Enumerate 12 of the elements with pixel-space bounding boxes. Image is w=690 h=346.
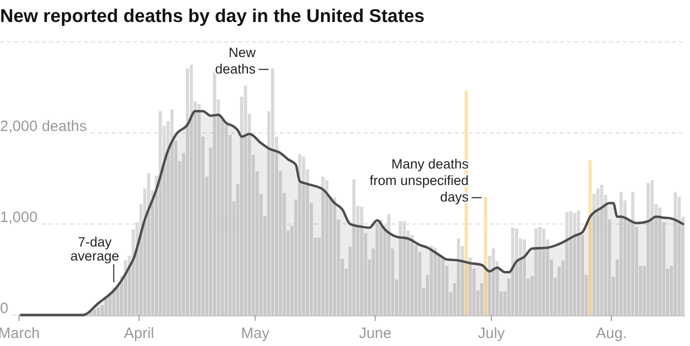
x-tick-label: Aug. (596, 325, 627, 342)
annotation: New deaths (215, 44, 256, 76)
y-tick-label: 1,000 (0, 208, 38, 226)
chart-title: New reported deaths by day in the United States (0, 5, 425, 26)
y-tick-label: 0 (0, 300, 8, 317)
x-tick-label: June (358, 325, 392, 342)
x-tick-label: April (124, 325, 154, 342)
x-tick-label: May (241, 325, 270, 342)
y-tick-label: 2,000 deaths (0, 118, 87, 135)
annotation: Many deaths from unspecified days (370, 156, 469, 205)
x-tick-label: July (478, 325, 506, 342)
annotation: 7-day average (70, 234, 120, 264)
